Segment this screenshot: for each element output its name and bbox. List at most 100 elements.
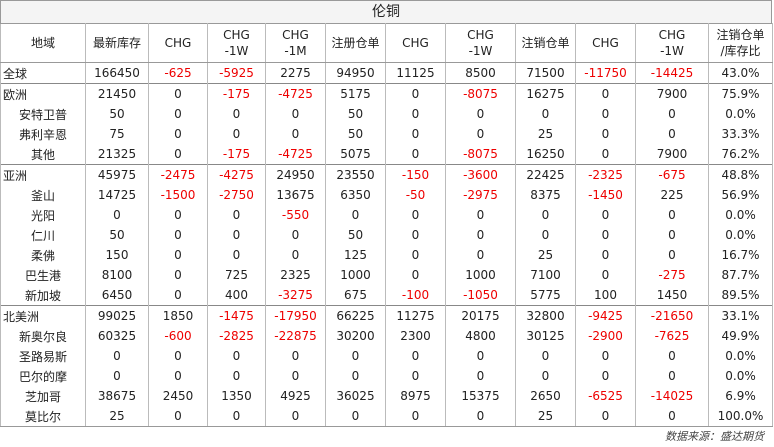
- value-cell: 0: [575, 406, 636, 427]
- table-row: 新奥尔良 60325 -600 -2825 -22875 30200 2300 4800 301…: [0, 326, 773, 346]
- value-cell: 0: [635, 104, 709, 124]
- table-body: 全球 166450 -625 -5925 2275 94950 11125 8500 71500…: [0, 62, 773, 427]
- value-cell: 0: [148, 265, 208, 285]
- region-cell: 光阳: [0, 205, 86, 225]
- region-cell: 亚洲: [0, 164, 86, 185]
- region-cell: 莫比尔: [0, 406, 86, 427]
- region-cell: 柔佛: [0, 245, 86, 265]
- value-cell: -14425: [635, 62, 709, 84]
- value-cell: 0: [575, 346, 636, 366]
- value-cell: -9425: [575, 305, 636, 326]
- header-row: 地域 最新库存 CHG CHG -1W CHG -1M 注册仓单 CHG CHG -1W 注销仓…: [0, 23, 773, 63]
- value-cell: -275: [635, 265, 709, 285]
- value-cell: 0: [635, 245, 709, 265]
- value-cell: -175: [207, 83, 266, 104]
- value-cell: 1000: [445, 265, 516, 285]
- value-cell: 32800: [515, 305, 576, 326]
- value-cell: 49.9%: [708, 326, 773, 346]
- value-cell: 75: [85, 124, 149, 144]
- value-cell: 0: [207, 205, 266, 225]
- value-cell: 0.0%: [708, 205, 773, 225]
- value-cell: -4725: [265, 83, 326, 104]
- table-row: 安特卫普 50 0 0 0 50 0 0 0 0 0 0.0%: [0, 104, 773, 124]
- value-cell: -1500: [148, 185, 208, 205]
- value-cell: 5775: [515, 285, 576, 306]
- table-row: 亚洲 45975 -2475 -4275 24950 23550 -150 -3600 2242…: [0, 164, 773, 185]
- value-cell: 0: [445, 124, 516, 144]
- value-cell: 0: [445, 104, 516, 124]
- value-cell: 100.0%: [708, 406, 773, 427]
- value-cell: 0: [265, 406, 326, 427]
- value-cell: -22875: [265, 326, 326, 346]
- value-cell: 0: [148, 366, 208, 386]
- value-cell: 25: [515, 245, 576, 265]
- value-cell: -8075: [445, 83, 516, 104]
- value-cell: 2275: [265, 62, 326, 84]
- value-cell: 14725: [85, 185, 149, 205]
- value-cell: 0: [148, 104, 208, 124]
- value-cell: 0: [635, 346, 709, 366]
- value-cell: 0: [635, 366, 709, 386]
- value-cell: 22425: [515, 164, 576, 185]
- value-cell: -4275: [207, 164, 266, 185]
- value-cell: 0: [207, 124, 266, 144]
- value-cell: 15375: [445, 386, 516, 406]
- value-cell: 0: [575, 205, 636, 225]
- value-cell: 0: [325, 205, 386, 225]
- value-cell: 0: [265, 366, 326, 386]
- table-row: 仁川 50 0 0 0 50 0 0 0 0 0 0.0%: [0, 225, 773, 245]
- value-cell: 25: [85, 406, 149, 427]
- value-cell: -100: [385, 285, 446, 306]
- value-cell: 30125: [515, 326, 576, 346]
- value-cell: 0: [385, 225, 446, 245]
- region-cell: 芝加哥: [0, 386, 86, 406]
- value-cell: 0: [265, 124, 326, 144]
- value-cell: 125: [325, 245, 386, 265]
- value-cell: 2300: [385, 326, 446, 346]
- value-cell: -550: [265, 205, 326, 225]
- value-cell: -675: [635, 164, 709, 185]
- value-cell: 6.9%: [708, 386, 773, 406]
- value-cell: -1050: [445, 285, 516, 306]
- value-cell: 75.9%: [708, 83, 773, 104]
- value-cell: -2825: [207, 326, 266, 346]
- value-cell: 150: [85, 245, 149, 265]
- value-cell: 2450: [148, 386, 208, 406]
- region-cell: 圣路易斯: [0, 346, 86, 366]
- value-cell: 0: [445, 245, 516, 265]
- value-cell: -6525: [575, 386, 636, 406]
- value-cell: 0: [385, 104, 446, 124]
- stock-table: 地域 最新库存 CHG CHG -1W CHG -1M 注册仓单 CHG CHG -1W 注销仓…: [0, 23, 773, 427]
- value-cell: 0: [445, 225, 516, 245]
- value-cell: 60325: [85, 326, 149, 346]
- value-cell: 50: [85, 225, 149, 245]
- value-cell: -2900: [575, 326, 636, 346]
- value-cell: 45975: [85, 164, 149, 185]
- value-cell: 0.0%: [708, 225, 773, 245]
- value-cell: 0: [445, 406, 516, 427]
- value-cell: 0: [148, 83, 208, 104]
- value-cell: 1350: [207, 386, 266, 406]
- table-row: 弗利辛恩 75 0 0 0 50 0 0 25 0 0 33.3%: [0, 124, 773, 144]
- value-cell: 725: [207, 265, 266, 285]
- value-cell: 25: [515, 406, 576, 427]
- value-cell: 0: [385, 265, 446, 285]
- header-cell: CHG: [148, 23, 208, 63]
- value-cell: -2750: [207, 185, 266, 205]
- value-cell: 0: [575, 83, 636, 104]
- header-cell: 最新库存: [85, 23, 149, 63]
- value-cell: 0: [635, 205, 709, 225]
- header-cell: CHG -1M: [265, 23, 326, 63]
- value-cell: 0: [148, 346, 208, 366]
- header-cell: 注销仓单 /库存比: [708, 23, 773, 63]
- value-cell: 71500: [515, 62, 576, 84]
- value-cell: 2650: [515, 386, 576, 406]
- value-cell: 0.0%: [708, 366, 773, 386]
- value-cell: 0: [207, 366, 266, 386]
- table-row: 新加坡 6450 0 400 -3275 675 -100 -1050 5775 100 1450 8…: [0, 285, 773, 306]
- value-cell: 0: [148, 124, 208, 144]
- value-cell: 21325: [85, 144, 149, 165]
- value-cell: 225: [635, 185, 709, 205]
- region-cell: 弗利辛恩: [0, 124, 86, 144]
